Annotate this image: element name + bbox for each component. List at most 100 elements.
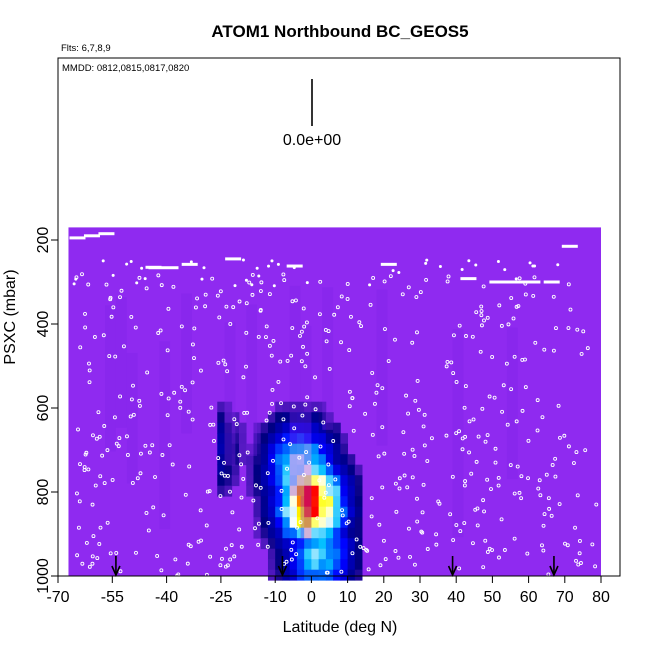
heatmap-cells <box>68 227 602 581</box>
sample-point <box>340 508 345 513</box>
y-tick-label: 400 <box>35 311 52 338</box>
heatmap-cell <box>318 548 327 560</box>
heatmap-cell <box>304 422 312 434</box>
sample-point <box>160 453 165 457</box>
sample-point <box>553 456 558 461</box>
sample-point <box>493 446 498 451</box>
heatmap-cell <box>246 443 254 455</box>
sample-point <box>540 543 544 548</box>
heatmap-cell <box>217 443 225 455</box>
heatmap-cell <box>347 454 356 466</box>
sample-point <box>437 501 442 506</box>
heatmap-cell <box>275 517 283 529</box>
sample-point <box>415 496 419 501</box>
sample-point <box>406 285 411 290</box>
sample-point <box>474 459 479 464</box>
sample-point <box>269 353 274 358</box>
heatmap-cell <box>260 464 269 476</box>
heatmap-cell <box>354 496 363 508</box>
heatmap-cell <box>282 475 291 487</box>
sample-point <box>244 330 249 335</box>
sample-point <box>264 418 269 423</box>
sample-point <box>460 268 464 272</box>
sample-point <box>463 384 468 389</box>
sample-point <box>497 303 502 308</box>
sample-point <box>400 292 405 297</box>
heatmap-cell <box>126 352 138 484</box>
sample-point <box>109 314 114 319</box>
sample-point <box>212 439 216 443</box>
x-tick-label: -70 <box>46 589 69 606</box>
sample-point <box>482 318 486 323</box>
heatmap-cell <box>217 454 225 466</box>
heatmap-cell <box>296 454 305 466</box>
flight-markers <box>111 556 559 577</box>
sample-point <box>171 284 176 289</box>
sample-point <box>474 263 478 267</box>
sample-point <box>509 296 514 300</box>
sample-point <box>125 262 129 266</box>
heatmap-cell <box>231 443 240 455</box>
heatmap-cell <box>224 454 233 466</box>
flights-label: Flts: 6,7,8,9 <box>61 43 111 54</box>
sample-point <box>469 471 474 476</box>
sample-point <box>93 483 98 488</box>
sample-point <box>241 476 246 481</box>
heatmap-cell <box>347 559 356 571</box>
sample-point <box>192 356 196 361</box>
x-tick-label: 20 <box>375 589 393 606</box>
heatmap-cell <box>296 527 305 539</box>
sample-point <box>485 550 490 554</box>
sample-point <box>118 569 123 574</box>
sample-point <box>415 379 420 383</box>
heatmap-cell <box>318 517 327 529</box>
heatmap-cell <box>333 517 341 529</box>
sample-point <box>270 387 275 392</box>
sample-point <box>229 543 234 548</box>
sample-point <box>199 538 203 543</box>
sample-point <box>520 357 525 362</box>
sample-point <box>531 293 536 298</box>
sample-point <box>74 277 78 281</box>
heatmap-cell <box>289 569 298 581</box>
heatmap-cell <box>304 443 312 455</box>
heatmap-cell <box>311 485 320 497</box>
sample-point <box>105 520 110 525</box>
x-tick-label: -25 <box>209 589 232 606</box>
heatmap-cell <box>296 443 305 455</box>
sample-point <box>467 419 472 424</box>
sample-point <box>215 293 220 298</box>
heatmap-cell <box>296 475 305 487</box>
sample-point <box>326 483 331 488</box>
heatmap-cell <box>296 559 305 571</box>
sample-point <box>125 453 130 457</box>
sample-point <box>96 410 101 415</box>
sample-point <box>219 471 224 476</box>
heatmap-cell <box>333 433 341 445</box>
sample-point <box>501 383 506 388</box>
sample-point <box>87 380 92 385</box>
x-tick-label: -10 <box>264 589 287 606</box>
sample-point <box>170 462 175 467</box>
heatmap-cell <box>282 569 291 581</box>
heatmap-cell <box>340 569 348 581</box>
heatmap-cell <box>318 496 327 508</box>
sample-point <box>511 316 516 321</box>
sample-point <box>239 462 244 467</box>
heatmap-cell <box>253 496 262 508</box>
heatmap-cell <box>347 464 356 476</box>
heatmap-cell <box>253 433 262 445</box>
sample-point <box>445 279 450 284</box>
flight-marker-arrowhead <box>277 565 288 577</box>
sample-point <box>485 315 490 320</box>
sample-point <box>84 450 89 455</box>
sample-point <box>279 488 284 493</box>
sample-point <box>347 404 352 409</box>
sample-point <box>372 401 377 406</box>
flight-marker-arrowhead <box>111 565 121 577</box>
sample-point <box>421 424 426 429</box>
heatmap-cell <box>246 454 254 466</box>
sample-point <box>203 304 208 309</box>
sample-point <box>193 305 198 310</box>
heatmap-cell <box>304 559 312 571</box>
